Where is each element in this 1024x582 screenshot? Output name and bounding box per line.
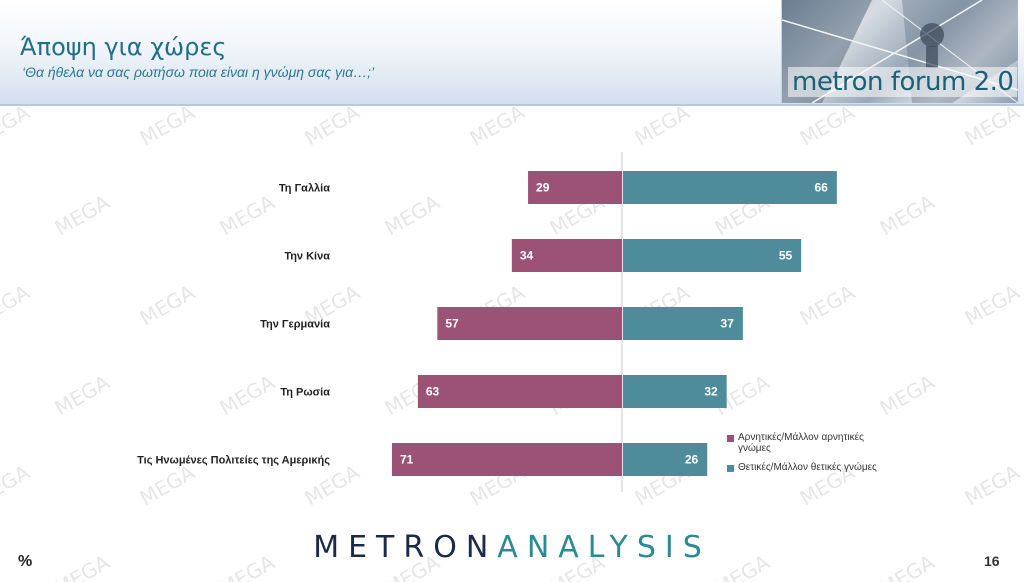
bar-positive-value: 37 <box>721 317 735 331</box>
page-subtitle: ‘Θα ήθελα να σας ρωτήσω ποια είναι η γνώ… <box>22 64 375 80</box>
bar-negative <box>391 443 622 476</box>
bar-positive-value: 55 <box>779 249 793 263</box>
bar-negative-value: 34 <box>520 249 534 263</box>
bar-positive <box>623 307 743 340</box>
bar-positive-value: 26 <box>685 453 699 467</box>
legend-swatch-negative <box>727 435 734 442</box>
metron-analysis-logo: METRONANALYSIS <box>0 530 1024 565</box>
bar-positive <box>623 239 802 272</box>
bar-negative-value: 57 <box>445 317 459 331</box>
legend-item-negative: Αρνητικές/Μάλλον αρνητικές γνώμες <box>727 432 897 454</box>
bar-positive <box>623 375 727 408</box>
page-number: 16 <box>984 553 1000 569</box>
bar-positive <box>623 171 837 204</box>
legend-label-positive: Θετικές/Μάλλον θετικές γνώμες <box>738 462 877 473</box>
bar-positive-value: 66 <box>814 181 828 195</box>
logo-text-metron: METRON <box>313 530 498 565</box>
bar-negative <box>511 239 622 272</box>
chart-legend: Αρνητικές/Μάλλον αρνητικές γνώμες Θετικέ… <box>727 432 897 481</box>
category-label: Την Κίνα <box>284 251 330 263</box>
bar-negative-value: 63 <box>426 385 440 399</box>
legend-swatch-positive <box>727 465 734 472</box>
bar-negative-value: 29 <box>536 181 550 195</box>
unit-label: % <box>18 553 33 570</box>
legend-label-negative: Αρνητικές/Μάλλον αρνητικές γνώμες <box>738 432 864 454</box>
bar-positive <box>623 443 708 476</box>
bar-negative <box>417 375 622 408</box>
category-label: Τη Ρωσία <box>280 387 330 399</box>
brand-logo-text: metron forum 2.0 <box>788 67 1018 97</box>
bar-negative <box>528 171 622 204</box>
category-label: Τη Γαλλία <box>279 183 330 195</box>
diverging-bar-chart: Τη Γαλλία 29 66 Την Κίνα 34 55 Την Γερμανία 57 3… <box>137 152 837 492</box>
category-label: Την Γερμανία <box>260 319 330 331</box>
bar-negative-value: 71 <box>400 453 414 467</box>
category-label: Τις Ηνωμένες Πολιτείες της Αμερικής <box>137 455 330 467</box>
header-divider <box>0 104 1024 106</box>
legend-item-positive: Θετικές/Μάλλον θετικές γνώμες <box>727 462 897 473</box>
page-title: Άποψη για χώρες <box>20 33 227 61</box>
bar-negative <box>437 307 622 340</box>
logo-text-analysis: ANALYSIS <box>497 530 711 565</box>
brand-banner: metron forum 2.0 <box>781 0 1018 103</box>
bar-positive-value: 32 <box>704 385 718 399</box>
